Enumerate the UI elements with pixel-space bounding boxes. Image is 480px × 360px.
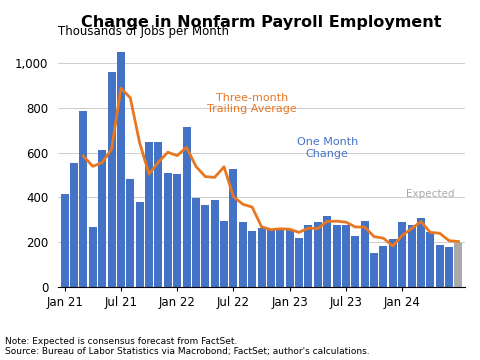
Bar	[60, 194, 69, 287]
Bar	[136, 202, 144, 287]
Bar	[211, 200, 219, 287]
Bar	[276, 229, 284, 287]
Bar	[145, 142, 153, 287]
Bar	[70, 163, 78, 287]
Bar	[342, 225, 350, 287]
Bar	[380, 246, 387, 287]
Bar	[155, 142, 162, 287]
Bar	[258, 228, 265, 287]
Bar	[267, 230, 275, 287]
Bar	[239, 222, 247, 287]
Text: Three-month
Trailing Average: Three-month Trailing Average	[207, 93, 297, 114]
Bar	[286, 230, 294, 287]
Bar	[108, 72, 116, 287]
Text: Expected: Expected	[406, 189, 455, 199]
Text: Note: Expected is consensus forecast from FactSet.
Source: Bureau of Labor Stati: Note: Expected is consensus forecast fro…	[5, 337, 370, 356]
Bar	[333, 225, 340, 287]
Bar	[201, 204, 209, 287]
Bar	[117, 43, 125, 287]
Bar	[229, 169, 238, 287]
Title: Change in Nonfarm Payroll Employment: Change in Nonfarm Payroll Employment	[81, 15, 442, 30]
Bar	[182, 127, 191, 287]
Bar	[304, 225, 312, 287]
Bar	[426, 232, 434, 287]
Bar	[398, 222, 406, 287]
Bar	[455, 243, 462, 287]
Bar	[126, 179, 134, 287]
Bar	[370, 253, 378, 287]
Bar	[445, 247, 453, 287]
Bar	[295, 238, 303, 287]
Bar	[164, 173, 172, 287]
Bar	[192, 198, 200, 287]
Bar	[89, 227, 97, 287]
Bar	[360, 221, 369, 287]
Bar	[79, 111, 87, 287]
Bar	[408, 225, 416, 287]
Bar	[351, 236, 360, 287]
Bar	[436, 246, 444, 287]
Bar	[314, 222, 322, 287]
Text: One Month
Change: One Month Change	[297, 138, 358, 159]
Bar	[417, 217, 425, 287]
Bar	[389, 239, 397, 287]
Bar	[98, 149, 106, 287]
Bar	[220, 221, 228, 287]
Bar	[173, 174, 181, 287]
Text: Thousands of Jobs per Month: Thousands of Jobs per Month	[58, 25, 229, 38]
Bar	[248, 231, 256, 287]
Bar	[323, 216, 331, 287]
